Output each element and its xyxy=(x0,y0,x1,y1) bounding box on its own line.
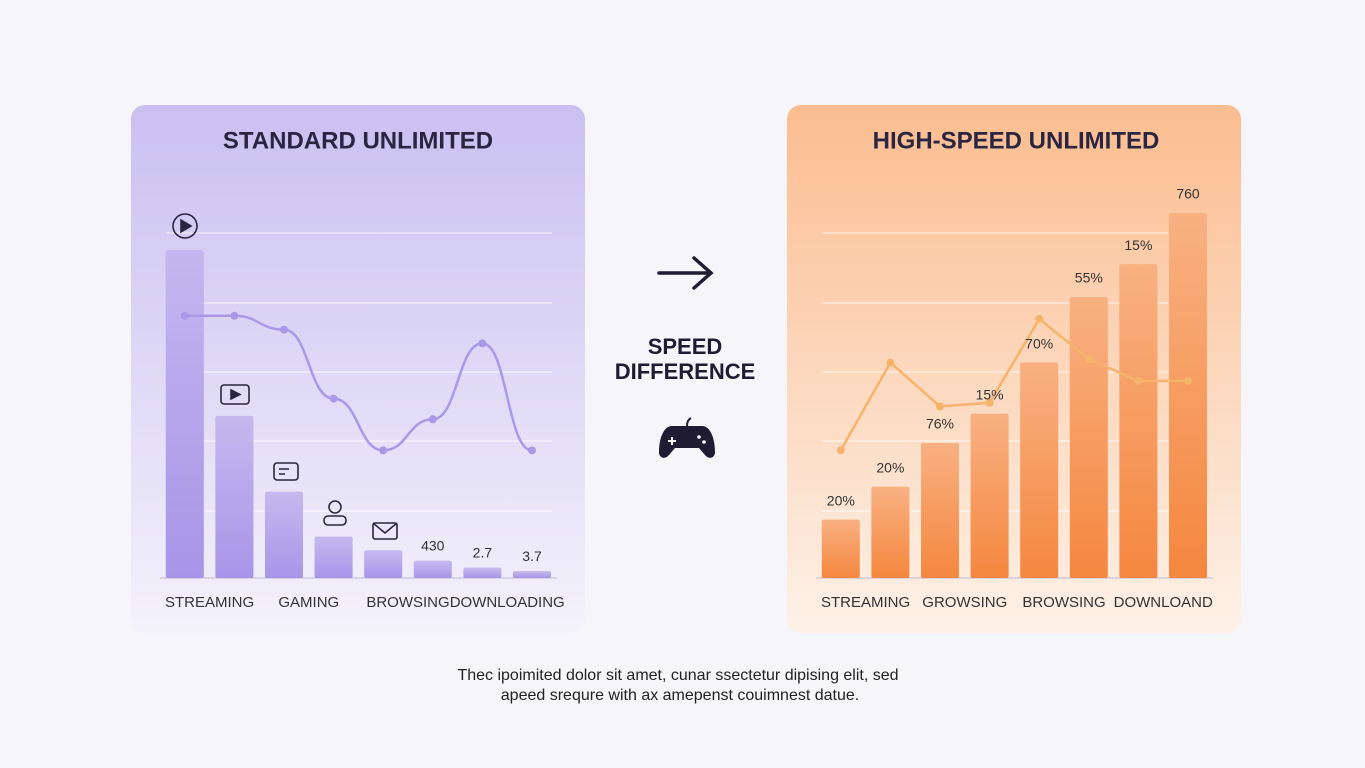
annotation: 20% xyxy=(876,459,904,475)
x-tick-label: BROWSING xyxy=(1022,594,1105,611)
line-point xyxy=(428,415,437,424)
line-point xyxy=(1134,376,1143,385)
line-point xyxy=(280,325,288,334)
annotation: 2.7 xyxy=(473,544,493,560)
x-tick-label: DOWNLOADING xyxy=(450,594,565,611)
line-point xyxy=(528,446,536,455)
caption: apeed srequre with ax amepenst couimnest… xyxy=(501,687,859,704)
annotation: 20% xyxy=(827,492,855,508)
center-label: DIFFERENCE xyxy=(615,359,756,384)
x-tick-label: BROWSING xyxy=(366,594,449,611)
icons xyxy=(172,213,398,540)
bar-shine xyxy=(413,560,452,578)
annotation: 760 xyxy=(1176,186,1200,202)
annotation: 15% xyxy=(976,386,1004,402)
bar-shine xyxy=(1069,296,1108,578)
bar-shine xyxy=(364,550,403,578)
bar-shine xyxy=(821,519,860,578)
bar-shine xyxy=(165,250,204,578)
line-point xyxy=(1184,376,1192,385)
bar-shine xyxy=(970,413,1009,578)
line-point xyxy=(180,311,189,320)
bar-shine xyxy=(921,442,959,578)
line-point xyxy=(230,311,239,320)
gamepad-icon xyxy=(659,417,715,458)
center-label: SPEED xyxy=(648,334,723,359)
annotation: 55% xyxy=(1075,270,1103,286)
line xyxy=(839,316,1188,451)
x-tick-label: GROWSING xyxy=(922,594,1007,611)
x-tick-label: STREAMING xyxy=(821,594,910,611)
annotation: 76% xyxy=(926,416,954,432)
chart-title: HIGH-SPEED UNLIMITED xyxy=(873,127,1160,154)
line-point xyxy=(1035,314,1044,323)
annotation: 430 xyxy=(421,537,445,553)
chart-title: STANDARD UNLIMITED xyxy=(223,127,493,154)
line-point xyxy=(936,402,944,411)
bar-shine xyxy=(871,486,910,578)
x-tick-label: STREAMING xyxy=(165,594,254,611)
annotation: 3.7 xyxy=(522,548,542,564)
bar-shine xyxy=(1169,213,1207,578)
line-point xyxy=(1084,355,1093,363)
line-point xyxy=(478,339,487,348)
bar-shine xyxy=(265,491,303,578)
bar-shine xyxy=(314,536,353,578)
line-point xyxy=(329,394,338,403)
line-point xyxy=(886,358,895,367)
line-point xyxy=(836,446,845,455)
x-tick-label: GAMING xyxy=(278,594,339,611)
line-point xyxy=(985,398,994,407)
bar-shine xyxy=(463,567,502,578)
bar-shine xyxy=(215,415,254,578)
annotation: 15% xyxy=(1124,237,1152,253)
line-point xyxy=(379,446,388,455)
arrow xyxy=(657,256,714,290)
caption: Thec ipoimited dolor sit amet, cunar sse… xyxy=(457,667,898,684)
x-tick-label: DOWNLOAND xyxy=(1114,594,1213,611)
bar-shine xyxy=(1020,362,1059,578)
annotation: 70% xyxy=(1025,335,1053,351)
bar-shine xyxy=(513,571,551,578)
bar-shine xyxy=(1119,264,1158,578)
